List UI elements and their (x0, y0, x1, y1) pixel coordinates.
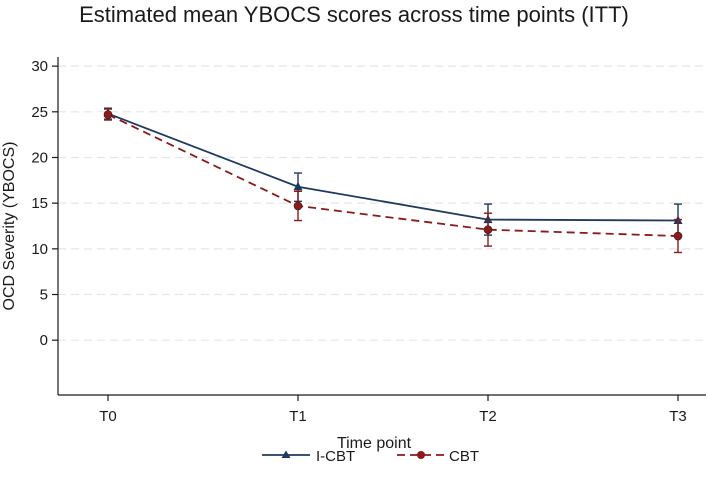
y-tick-label: 25 (31, 104, 48, 121)
series (103, 107, 683, 254)
legend-item-cbt: CBT (397, 448, 479, 465)
data-point-i-cbt (293, 181, 303, 191)
series-cbt (103, 108, 683, 254)
legend: I-CBT CBT (262, 448, 479, 465)
x-tick-label: T0 (99, 408, 117, 425)
x-axis-label: Time point (337, 435, 412, 452)
x-tick-label: T2 (479, 408, 497, 425)
y-axis-label: OCD Severity (YBOCS) (1, 142, 18, 311)
chart-title: Estimated mean YBOCS scores across time … (79, 2, 629, 27)
series-line-cbt (107, 113, 679, 237)
legend-marker-i-cbt (281, 450, 291, 458)
legend-marker-cbt (417, 451, 425, 459)
legend-label-i-cbt: I-CBT (316, 448, 355, 465)
y-tick-label: 30 (31, 58, 48, 75)
data-point-cbt (673, 231, 683, 241)
axes (57, 57, 706, 396)
x-tick-label: T1 (289, 408, 307, 425)
y-tick-label: 10 (31, 241, 48, 258)
y-tick-label: 20 (31, 149, 48, 166)
data-point-cbt (483, 225, 493, 234)
data-point-cbt (293, 201, 303, 211)
y-tick-label: 0 (40, 332, 48, 349)
legend-label-cbt: CBT (449, 448, 479, 465)
legend-item-i-cbt: I-CBT (262, 448, 355, 465)
x-tick-label: T3 (669, 408, 687, 425)
y-tick-label: 5 (40, 287, 48, 304)
x-ticks: T0 T1 T2 T3 (99, 395, 687, 425)
y-ticks: 0 5 10 15 20 25 30 (31, 58, 58, 349)
y-tick-label: 15 (31, 195, 48, 212)
data-point-cbt (103, 110, 113, 119)
series-line-i-cbt (107, 112, 679, 222)
grid-lines (58, 65, 706, 341)
